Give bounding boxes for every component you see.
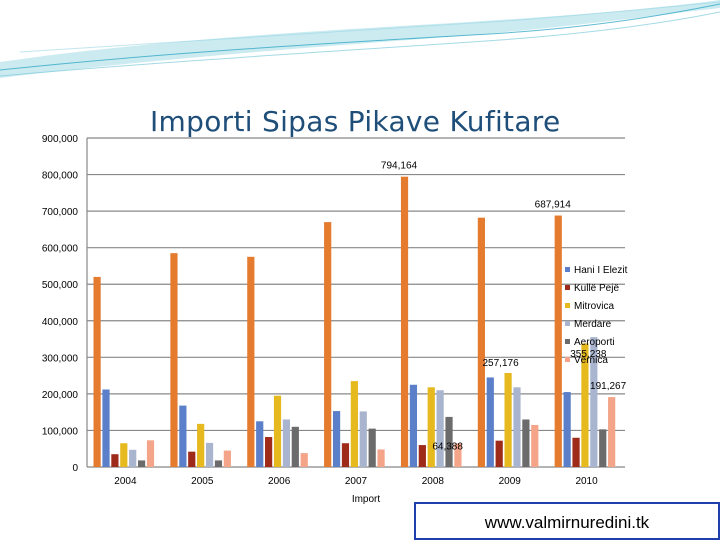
y-tick-label: 700,000: [42, 207, 79, 218]
bar-2005-series-5: [205, 442, 214, 467]
y-tick-label: 900,000: [42, 134, 79, 145]
legend-swatch: [565, 285, 570, 290]
website-url: www.valmirnuredini.tk: [484, 513, 650, 532]
bar-2010-series-2: [563, 392, 571, 467]
data-labels: 794,164 687,914 257,176 64,388 355,238 191,26…: [381, 161, 627, 453]
bar-2009-series-4: [504, 372, 512, 467]
bar-2010-series-6: [599, 429, 607, 467]
y-tick-label: 200,000: [42, 390, 79, 401]
legend-swatch: [565, 357, 570, 362]
bar-2005-series-2: [179, 405, 187, 467]
bar-2005-series-7: [223, 450, 231, 467]
data-label: 191,267: [590, 381, 627, 392]
y-tick-label: 0: [72, 463, 78, 474]
legend-entry: Merdare: [574, 319, 612, 330]
bar-2004-series-7: [146, 440, 155, 467]
y-axis-ticks: 0 100,000 200,000 300,000 400,000 500,000 600,…: [42, 134, 79, 474]
y-tick-label: 600,000: [42, 244, 79, 255]
bar-2008-series-3: [418, 445, 426, 467]
bar-2010-series-3: [572, 437, 580, 467]
legend-entry: Vërnica: [574, 355, 608, 366]
bars: [93, 176, 616, 467]
legend-swatch: [565, 303, 570, 308]
bar-2005-series-6: [214, 460, 223, 467]
bar-2007-series-1: [324, 222, 332, 467]
bar-2006-series-7: [300, 453, 308, 467]
bar-2008-series-2: [409, 384, 418, 467]
data-label: 794,164: [381, 161, 418, 172]
x-tick-label: 2008: [422, 476, 445, 487]
bar-2010-series-5: [590, 337, 598, 467]
website-footer-box: www.valmirnuredini.tk: [414, 502, 720, 540]
bar-2007-series-7: [377, 449, 385, 467]
bar-2005-series-4: [197, 423, 205, 467]
bar-2005-series-3: [188, 451, 196, 467]
bar-2008-series-7: [454, 443, 462, 467]
x-tick-label: 2007: [345, 476, 368, 487]
bar-2006-series-1: [247, 256, 255, 467]
bar-2007-series-4: [350, 381, 358, 467]
legend-swatch: [565, 267, 570, 272]
x-tick-label: 2009: [499, 476, 522, 487]
bar-2008-series-5: [436, 390, 444, 467]
legend-entry: Kullë Pejë: [574, 283, 619, 294]
chart-title: Importi Sipas Pikave Kufitare: [150, 105, 561, 138]
bar-2009-series-5: [513, 387, 521, 467]
legend-swatch: [565, 321, 570, 326]
x-tick-label: 2005: [191, 476, 214, 487]
data-label: 355,238: [570, 349, 607, 360]
legend-swatch: [565, 339, 570, 344]
bar-2004-series-6: [138, 460, 146, 467]
x-tick-label: 2006: [268, 476, 291, 487]
bar-2007-series-5: [359, 411, 367, 467]
y-tick-label: 800,000: [42, 171, 79, 182]
bar-2004-series-4: [120, 443, 128, 467]
x-axis-ticks: 2004 2005 2006 2007 2008 2009 2010: [114, 476, 598, 487]
data-label: 64,388: [432, 441, 463, 452]
bar-2007-series-3: [341, 443, 350, 467]
bar-2006-series-4: [273, 395, 282, 467]
bar-2004-series-5: [129, 449, 137, 467]
bar-2008-series-6: [445, 416, 453, 467]
bar-2008-series-4: [427, 387, 435, 467]
bar-2005-series-1: [170, 253, 178, 467]
bar-2007-series-2: [332, 411, 341, 467]
bar-2009-series-2: [486, 377, 494, 467]
x-axis-label: Import: [352, 494, 381, 505]
y-tick-label: 400,000: [42, 317, 79, 328]
bar-2004-series-3: [111, 454, 119, 467]
legend-entry: Aeroporti: [574, 337, 615, 348]
bar-2004-series-2: [102, 389, 110, 467]
bar-2004-series-1: [93, 276, 101, 467]
bar-2006-series-6: [291, 426, 299, 467]
bar-2007-series-6: [368, 428, 376, 467]
bar-2010-series-1: [554, 215, 562, 467]
bar-2010-series-4: [581, 343, 589, 467]
x-tick-label: 2004: [114, 476, 137, 487]
data-label: 687,914: [535, 200, 572, 211]
bar-2008-series-1: [400, 176, 409, 467]
y-tick-label: 500,000: [42, 280, 79, 291]
bar-2006-series-3: [265, 437, 273, 467]
x-tick-label: 2010: [575, 476, 598, 487]
data-label: 257,176: [482, 358, 519, 369]
bar-2009-series-3: [495, 440, 503, 467]
legend: Hani I Elezit Kullë Pejë Mitrovica Merdare A…: [565, 265, 628, 366]
y-tick-label: 300,000: [42, 353, 79, 364]
legend-entry: Hani I Elezit: [574, 265, 628, 276]
bar-2010-series-7: [608, 397, 616, 467]
bar-2006-series-5: [282, 419, 291, 467]
bar-2006-series-2: [256, 421, 264, 467]
legend-entry: Mitrovica: [574, 301, 614, 312]
y-tick-label: 100,000: [42, 426, 79, 437]
bar-2009-series-6: [522, 419, 530, 467]
bar-2009-series-1: [477, 217, 485, 467]
bar-2009-series-7: [531, 424, 539, 467]
